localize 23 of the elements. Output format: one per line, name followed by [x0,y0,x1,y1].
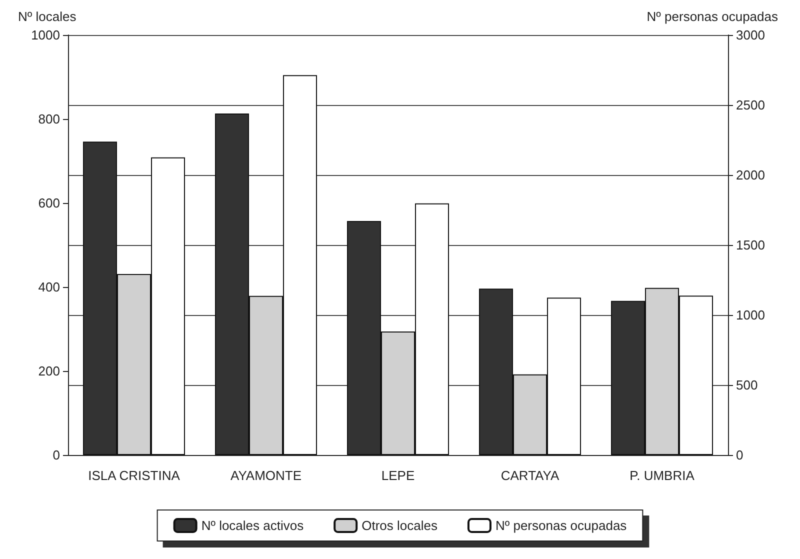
y2-axis-title: Nº personas ocupadas [646,9,778,24]
x-tick-label: P. UMBRIA [630,468,695,483]
y-tick-label: 600 [38,196,60,210]
y2-tick-label: 1500 [736,238,765,252]
legend-label: Otros locales [362,518,438,533]
y2-tick-label: 0 [736,448,744,462]
x-tick-label: AYAMONTE [230,468,302,483]
legend-label: Nº personas ocupadas [495,518,628,533]
y2-tick-label: 3000 [736,28,765,42]
y-tick-label: 400 [38,280,60,294]
y2-tick-label: 2000 [736,168,765,182]
y2-tick-label: 500 [736,378,758,392]
y-tick-label: 200 [38,364,60,378]
y2-tick-label: 1000 [736,308,765,322]
y-axis-title: Nº locales [18,9,77,24]
y2-tick-label: 2500 [736,98,765,112]
legend-label: Nº locales activos [201,518,304,533]
x-tick-label: ISLA CRISTINA [88,468,180,483]
x-tick-label: CARTAYA [500,468,560,483]
y-tick-label: 1000 [31,28,60,42]
x-tick-label: LEPE [381,468,415,483]
y-tick-label: 800 [38,112,60,126]
y-tick-label: 0 [52,448,60,462]
